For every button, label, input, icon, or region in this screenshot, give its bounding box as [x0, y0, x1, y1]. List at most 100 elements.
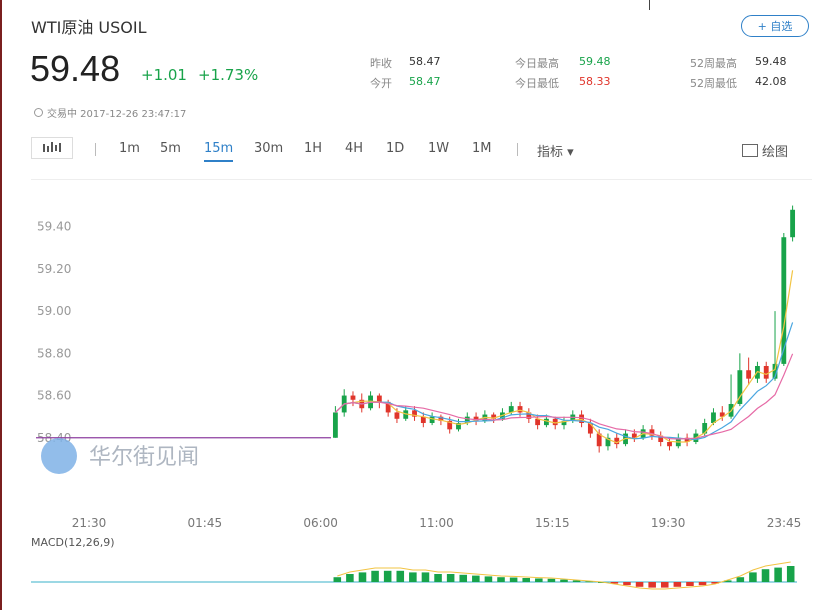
x-tick-label: 15:15	[535, 516, 570, 530]
candle-body	[543, 418, 549, 426]
price-change-percent: +1.73%	[198, 66, 259, 84]
interval-15m[interactable]: 15m	[204, 141, 234, 162]
interval-5m[interactable]: 5m	[160, 141, 181, 156]
add-favorite-button[interactable]: + 自选	[741, 15, 809, 37]
macd-bar	[673, 582, 682, 587]
candle-body	[429, 416, 435, 423]
interval-1w[interactable]: 1W	[428, 141, 450, 156]
candle-body	[420, 416, 426, 423]
interval-4h[interactable]: 4H	[345, 141, 364, 156]
y-tick-label: 58.80	[37, 346, 71, 360]
candle-body	[667, 442, 672, 447]
candle-body	[649, 429, 655, 436]
macd-bar	[346, 574, 354, 582]
watermark-logo-icon	[41, 438, 77, 474]
y-tick-label: 59.00	[37, 304, 71, 318]
candle-body	[376, 395, 382, 402]
stat-label-open: 今开	[370, 77, 392, 90]
trading-status: 交易中 2017-12-26 23:47:17	[34, 105, 186, 120]
candle-body	[790, 209, 796, 238]
candle-body	[456, 423, 461, 430]
macd-bar	[585, 581, 593, 583]
candle-body	[702, 423, 708, 434]
candle-body	[464, 416, 470, 423]
candle-body	[614, 437, 620, 445]
stat-value-open: 58.47	[409, 75, 441, 88]
stat-label-52w-low: 52周最低	[690, 77, 737, 90]
indicators-menu[interactable]: 指标 ▾	[537, 145, 574, 160]
draw-tool-icon	[742, 144, 758, 157]
x-tick-label: 01:45	[188, 516, 223, 530]
x-tick-label: 11:00	[419, 516, 454, 530]
interval-1m[interactable]: 1m	[119, 141, 140, 156]
macd-bar	[333, 577, 342, 582]
interval-30m[interactable]: 30m	[254, 141, 284, 156]
draw-button[interactable]: 绘图	[742, 141, 788, 160]
macd-bar	[509, 577, 518, 582]
macd-bar	[459, 574, 468, 582]
candle-body	[385, 401, 391, 413]
macd-bar	[535, 578, 543, 582]
ma-line-mid	[334, 322, 794, 441]
x-tick-label: 06:00	[303, 516, 338, 530]
clock-icon	[34, 108, 43, 117]
macd-bar	[446, 574, 455, 582]
trading-time: 交易中 2017-12-26 23:47:17	[47, 109, 187, 120]
y-tick-label: 59.40	[37, 220, 71, 234]
macd-bar	[723, 580, 732, 582]
macd-bar	[698, 582, 707, 586]
macd-bar	[623, 582, 631, 586]
macd-bar	[484, 576, 493, 582]
macd-label: MACD(12,26,9)	[31, 536, 115, 549]
macd-bar	[711, 582, 719, 584]
price-chart[interactable]: 58.4058.6058.8059.0059.2059.40华尔街见闻21:30…	[31, 180, 812, 611]
macd-bar	[358, 572, 367, 582]
candle-body	[781, 237, 787, 364]
candle-body	[473, 416, 479, 421]
x-tick-label: 19:30	[651, 516, 686, 530]
macd-bar	[686, 582, 694, 586]
macd-bar	[409, 572, 417, 582]
candle-body	[332, 412, 338, 438]
candle-body	[746, 370, 752, 379]
macd-bar	[774, 567, 782, 582]
stat-label-52w-high: 52周最高	[690, 57, 737, 70]
interval-1mo[interactable]: 1M	[472, 141, 492, 156]
macd-bar	[434, 574, 442, 582]
watermark-text: 华尔街见闻	[89, 445, 199, 470]
candle-body	[403, 410, 409, 419]
candle-body	[763, 366, 769, 379]
ma-line-long	[334, 353, 794, 440]
stat-label-day-high: 今日最高	[515, 57, 559, 70]
macd-bar	[635, 582, 644, 587]
stat-label-prev-close: 昨收	[370, 57, 392, 70]
macd-bar	[761, 569, 770, 582]
chart-area[interactable]: 58.4058.6058.8059.0059.2059.40华尔街见闻21:30…	[31, 179, 812, 611]
candle-body	[711, 412, 716, 423]
toolbar-separator	[517, 143, 518, 156]
x-tick-label: 21:30	[72, 516, 107, 530]
toolbar-separator	[95, 143, 96, 156]
macd-bar	[421, 572, 430, 582]
candle-body	[561, 420, 567, 426]
candle-body	[412, 410, 417, 417]
macd-bar	[383, 570, 392, 582]
stat-value-52w-low: 42.08	[755, 75, 787, 88]
candle-body	[517, 406, 523, 413]
macd-bar	[547, 578, 556, 582]
candle-body	[684, 437, 690, 442]
candle-body	[737, 370, 743, 404]
interval-1d[interactable]: 1D	[386, 141, 405, 156]
candle-body	[605, 437, 611, 447]
macd-bar	[660, 582, 669, 588]
macd-bar	[522, 578, 530, 582]
macd-bar	[371, 570, 379, 582]
interval-1h[interactable]: 1H	[304, 141, 323, 156]
candle-body	[438, 416, 444, 421]
candle-body	[587, 423, 593, 434]
stat-value-day-low: 58.33	[579, 75, 611, 88]
candle-body	[631, 433, 637, 438]
macd-bar	[472, 575, 480, 582]
chart-type-button[interactable]	[31, 137, 73, 159]
macd-bar	[786, 566, 795, 582]
